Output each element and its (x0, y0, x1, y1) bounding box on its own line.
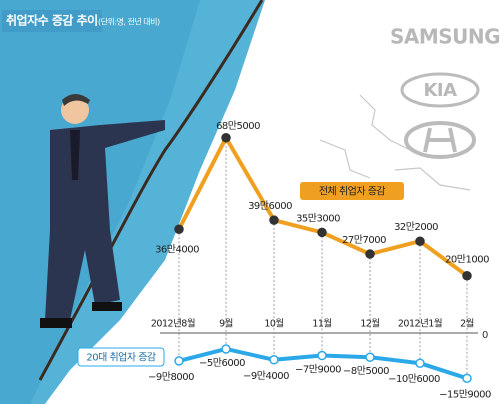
value-label: 68만5000 (216, 120, 260, 132)
point (317, 350, 327, 361)
legend-label: 전체 취업자 증감 (319, 185, 386, 198)
x-tick-label: 2월 (460, 318, 474, 330)
point (415, 358, 425, 368)
point (462, 270, 472, 281)
logo: KIA (423, 80, 457, 101)
x-tick-label: 2012년8월 (151, 318, 195, 330)
point (317, 227, 327, 238)
value-label: −7만9000 (295, 364, 341, 376)
logo-h (423, 127, 457, 153)
crack (394, 167, 471, 191)
value-label: 27만7000 (342, 234, 386, 246)
x-tick-label: 9월 (219, 318, 233, 330)
value-label: 20만1000 (445, 254, 489, 266)
cracks (319, 94, 471, 191)
value-label: 36만4000 (155, 243, 199, 255)
value-label: −8만5000 (343, 365, 389, 377)
tie (70, 130, 80, 180)
y-tick-label: 0 (482, 330, 488, 341)
chart-subtitle: (단위:명, 전년 대비) (98, 17, 160, 27)
value-label: −5만6000 (199, 357, 245, 369)
value-label: −10만6000 (388, 373, 440, 385)
hair (62, 94, 90, 106)
point (174, 356, 184, 366)
value-label: 39만6000 (248, 200, 292, 212)
point (269, 355, 279, 365)
x-tick-label: 2012년1월 (398, 318, 442, 330)
legend-label: 20대 취업자 증감 (86, 351, 156, 364)
point (221, 133, 231, 143)
point (269, 215, 279, 225)
x-tick-label: 12월 (360, 318, 379, 330)
point (174, 224, 184, 235)
value-label: −15만9000 (439, 388, 491, 400)
rope (38, 0, 264, 381)
logo: SAMSUNG (390, 25, 500, 49)
point (415, 236, 425, 246)
point (365, 352, 375, 362)
value-label: −9만4000 (243, 370, 289, 382)
point (221, 344, 231, 354)
value-label: −9만8000 (148, 371, 194, 383)
legend-box (300, 182, 404, 200)
shoe (40, 318, 72, 328)
x-tick-label: 10월 (264, 318, 283, 330)
x-tick-label: 11월 (312, 318, 331, 330)
shoe (92, 302, 122, 311)
chart-title: 취업자수 증감 추이 (6, 13, 98, 28)
crack (359, 94, 411, 151)
point (462, 373, 472, 384)
logo-ring (404, 121, 476, 159)
value-label: 35만3000 (296, 212, 340, 224)
logo-ring (400, 72, 480, 108)
legend-box (77, 347, 165, 367)
crack (319, 139, 371, 179)
value-label: 32만2000 (394, 221, 438, 233)
title-bg (2, 10, 102, 32)
head (61, 96, 89, 124)
point (365, 249, 375, 259)
climber (40, 94, 165, 328)
